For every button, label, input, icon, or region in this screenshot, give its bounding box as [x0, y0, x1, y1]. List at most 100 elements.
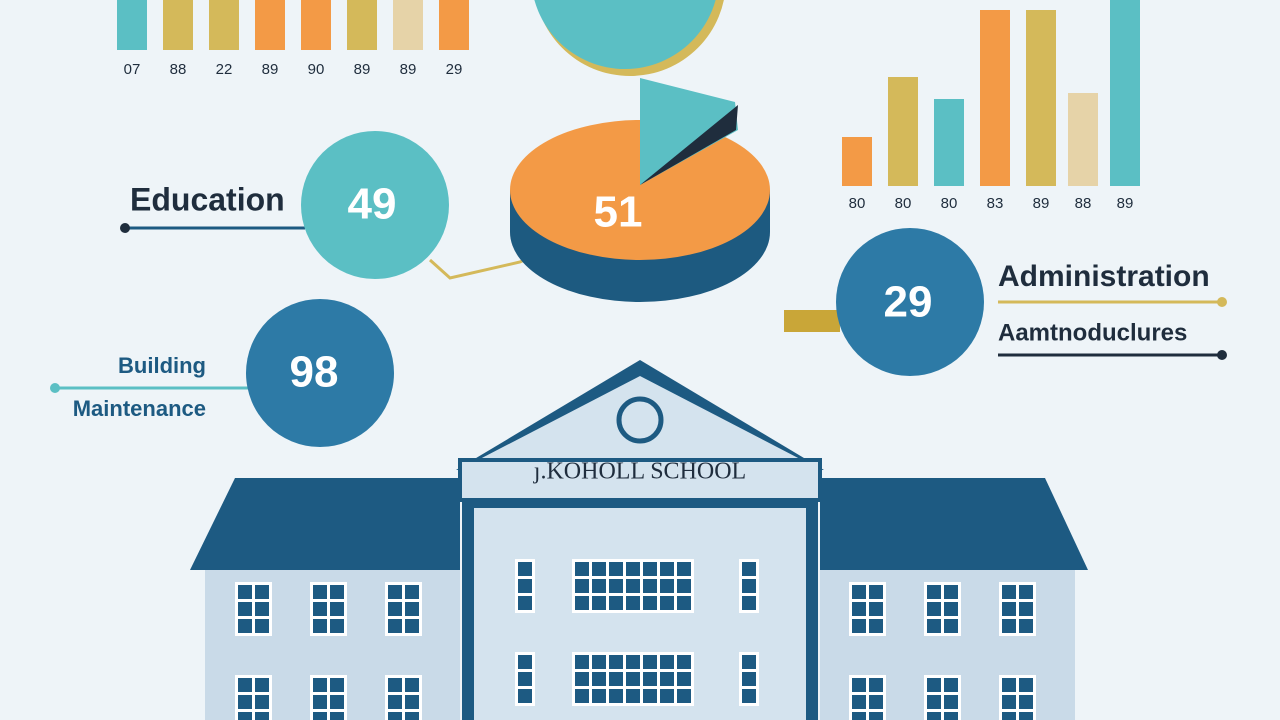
window-pane — [405, 712, 419, 720]
right-bar-labels: 80 80 80 83 89 88 89 — [849, 195, 1134, 212]
window-pane — [609, 672, 623, 686]
window-pane — [626, 689, 640, 703]
shape — [117, 0, 147, 50]
window-pane — [677, 672, 691, 686]
window-pane — [944, 585, 958, 599]
window-pane — [238, 712, 252, 720]
window-pane — [388, 695, 402, 709]
window-pane — [518, 562, 532, 576]
bar-label: 89 — [1117, 195, 1134, 212]
shape — [534, 0, 716, 69]
shape — [980, 10, 1010, 186]
shape — [246, 299, 394, 447]
window-pane — [255, 585, 269, 599]
pie-value: 51 — [594, 188, 643, 237]
maintenance-block: Building Maintenance 98 — [50, 299, 394, 447]
administration-label: Administration — [998, 260, 1210, 293]
window-pane — [660, 672, 674, 686]
window-pane — [742, 655, 756, 669]
window-pane — [405, 619, 419, 633]
top-bar-chart — [117, 0, 469, 50]
top-bar-labels: 07 88 22 89 90 89 89 29 — [124, 61, 463, 78]
window-pane — [944, 695, 958, 709]
shape — [1110, 0, 1140, 186]
window-pane — [330, 695, 344, 709]
shape — [301, 0, 331, 50]
bar-label: 88 — [1075, 195, 1092, 212]
window-pane — [313, 695, 327, 709]
window-pane — [1019, 678, 1033, 692]
window-pane — [330, 619, 344, 633]
window-pane — [869, 678, 883, 692]
window-pane — [388, 619, 402, 633]
window-pane — [313, 585, 327, 599]
shape — [235, 559, 1036, 720]
window-pane — [1002, 695, 1016, 709]
bar-label: 89 — [354, 61, 371, 78]
shape — [836, 228, 984, 376]
window-pane — [592, 562, 606, 576]
bar-label: 83 — [987, 195, 1004, 212]
window-pane — [677, 562, 691, 576]
window-pane — [330, 585, 344, 599]
shape — [163, 0, 193, 50]
window-pane — [575, 596, 589, 610]
window-pane — [518, 579, 532, 593]
shape — [934, 99, 964, 186]
window-pane — [575, 562, 589, 576]
window-pane — [742, 562, 756, 576]
window-pane — [927, 602, 941, 616]
window-pane — [626, 596, 640, 610]
window-pane — [660, 596, 674, 610]
window-pane — [852, 602, 866, 616]
window-pane — [643, 596, 657, 610]
window-pane — [575, 655, 589, 669]
shape — [820, 478, 1088, 570]
window-pane — [944, 602, 958, 616]
shape — [1026, 10, 1056, 186]
shape — [784, 310, 840, 332]
window-pane — [742, 579, 756, 593]
window-pane — [660, 655, 674, 669]
window-pane — [1002, 585, 1016, 599]
window-pane — [677, 655, 691, 669]
window-pane — [1002, 712, 1016, 720]
shape — [393, 0, 423, 50]
shape — [1217, 297, 1227, 307]
window-pane — [643, 655, 657, 669]
window-pane — [677, 689, 691, 703]
bar-label: 07 — [124, 61, 141, 78]
window-pane — [869, 602, 883, 616]
window-pane — [518, 689, 532, 703]
window-pane — [869, 695, 883, 709]
bar-label: 29 — [446, 61, 463, 78]
shape — [462, 500, 818, 508]
maintenance-label: Maintenance — [73, 396, 206, 421]
window-pane — [643, 689, 657, 703]
window-pane — [927, 678, 941, 692]
administration-sublabel: Aamtnoduclures — [998, 319, 1187, 346]
window-pane — [255, 695, 269, 709]
top-pie — [534, 0, 724, 76]
window-pane — [592, 689, 606, 703]
window-pane — [742, 689, 756, 703]
window-pane — [660, 579, 674, 593]
window-pane — [643, 579, 657, 593]
window-pane — [660, 689, 674, 703]
window-pane — [626, 562, 640, 576]
window-pane — [626, 672, 640, 686]
window-pane — [852, 678, 866, 692]
window-pane — [405, 585, 419, 599]
shape — [347, 0, 377, 50]
window-pane — [330, 678, 344, 692]
window-pane — [330, 712, 344, 720]
window-pane — [313, 678, 327, 692]
window-pane — [677, 596, 691, 610]
window-pane — [313, 712, 327, 720]
window-pane — [330, 602, 344, 616]
shape — [462, 508, 474, 720]
window-pane — [643, 672, 657, 686]
pie-chart: 51 — [510, 78, 770, 302]
right-bar-chart — [842, 0, 1140, 186]
shape — [255, 0, 285, 50]
